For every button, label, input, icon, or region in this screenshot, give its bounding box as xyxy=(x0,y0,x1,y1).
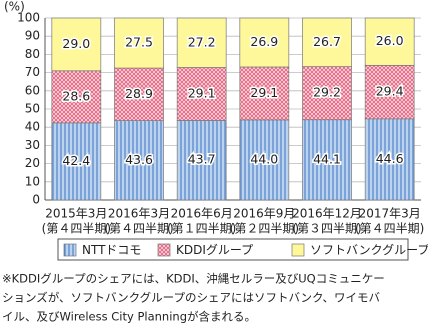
bar-segment xyxy=(114,67,164,121)
x-tick-label: 2016年12月 xyxy=(292,207,362,221)
bar-segment xyxy=(51,122,102,201)
legend-swatch xyxy=(291,243,305,257)
legend-swatch xyxy=(63,243,77,257)
y-tick-label: 90 xyxy=(25,29,40,43)
value-label: 29.4 xyxy=(376,84,404,99)
bar-segment xyxy=(239,66,290,121)
y-tick-label: 80 xyxy=(25,47,40,61)
x-tick-label: (第３四半期) xyxy=(292,222,361,236)
y-tick-label: 10 xyxy=(25,174,40,188)
value-label: 29.0 xyxy=(62,36,90,51)
legend-swatch xyxy=(157,243,171,257)
bar-segment xyxy=(302,66,352,121)
bar-segment xyxy=(51,70,102,124)
bar-segment xyxy=(302,119,352,201)
value-label: 29.1 xyxy=(188,85,216,100)
bar-segment xyxy=(239,119,290,201)
legend-box xyxy=(57,238,409,261)
x-tick-label: (第１四半期) xyxy=(167,222,236,236)
y-tick-label: 100 xyxy=(17,11,40,25)
bar-segment xyxy=(176,67,227,121)
bar-segment xyxy=(364,17,415,66)
value-label: 42.4 xyxy=(62,153,90,168)
bar-segment xyxy=(239,17,290,68)
value-label: 28.6 xyxy=(62,88,90,103)
bar-segment xyxy=(114,17,164,69)
y-axis-label: (%) xyxy=(4,0,25,14)
y-tick-label: 50 xyxy=(25,102,40,116)
footnote: イル、及びWireless City Planningが含まれる。 xyxy=(2,310,256,324)
x-tick-label: 2016年6月 xyxy=(171,207,233,221)
value-label: 29.1 xyxy=(250,85,278,100)
x-tick-label: 2016年9月 xyxy=(233,207,295,221)
footnote: ※KDDIグループのシェアには、KDDI、沖縄セルラー及びUQコミュニケー xyxy=(2,272,385,286)
value-label: 28.9 xyxy=(125,86,153,101)
bar-segment xyxy=(302,17,352,67)
y-tick-label: 40 xyxy=(25,120,40,134)
value-label: 29.2 xyxy=(313,85,341,100)
value-label: 26.9 xyxy=(250,34,278,49)
x-tick-label: (第４四半期) xyxy=(104,222,173,236)
bar-segment xyxy=(176,17,227,68)
x-tick-label: (第４四半期) xyxy=(355,222,424,236)
value-label: 43.7 xyxy=(188,152,216,167)
y-tick-label: 20 xyxy=(25,156,40,170)
bar-segment xyxy=(364,118,415,201)
value-label: 43.6 xyxy=(125,152,153,167)
value-label: 27.5 xyxy=(125,35,153,50)
footnote: ションズが、ソフトバンクグループのシェアにはソフトバンク、ワイモバ xyxy=(2,291,381,305)
value-label: 44.0 xyxy=(250,151,278,166)
y-tick-label: 0 xyxy=(32,193,40,207)
value-label: 27.2 xyxy=(188,34,216,49)
y-tick-label: 30 xyxy=(25,138,40,152)
x-tick-label: (第４四半期) xyxy=(42,222,111,236)
legend-label: ソフトバンクグループ xyxy=(310,243,428,257)
y-tick-label: 60 xyxy=(25,83,40,97)
x-tick-label: 2016年3月 xyxy=(108,207,170,221)
x-tick-label: 2015年3月 xyxy=(45,207,107,221)
x-tick-label: (第２四半期) xyxy=(230,222,299,236)
bar-segment xyxy=(364,64,415,120)
legend-label: NTTドコモ xyxy=(82,243,141,257)
value-label: 26.7 xyxy=(313,34,341,49)
value-label: 44.1 xyxy=(313,151,341,166)
legend-label: KDDIグループ xyxy=(176,243,253,257)
bar-segment xyxy=(114,120,164,201)
bar-segment xyxy=(51,17,102,72)
value-label: 44.6 xyxy=(376,151,404,166)
bar-segment xyxy=(176,120,227,201)
value-label: 26.0 xyxy=(376,33,404,48)
y-tick-label: 70 xyxy=(25,65,40,79)
x-tick-label: 2017年3月 xyxy=(359,207,421,221)
